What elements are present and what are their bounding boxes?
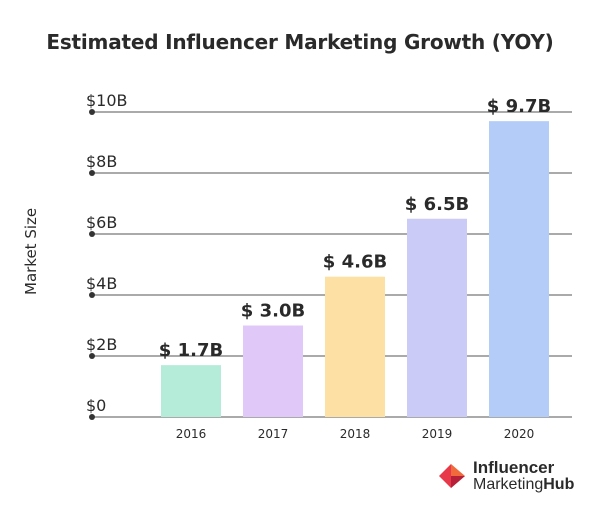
- chart-title: Estimated Influencer Marketing Growth (Y…: [46, 30, 554, 54]
- bar: [243, 325, 303, 417]
- y-tick-label: $6B: [86, 213, 117, 232]
- y-tick-label: $2B: [86, 335, 117, 354]
- y-tick-label: $0: [86, 396, 106, 415]
- bar: [161, 365, 221, 417]
- y-tick-label: $10B: [86, 91, 128, 110]
- grid-dot: [89, 414, 95, 420]
- grid-dot: [89, 109, 95, 115]
- x-tick-labels: 2016 2017 2018 2019 2020: [176, 427, 535, 441]
- bar-value-label: $ 4.6B: [323, 252, 387, 273]
- grid-dot: [89, 292, 95, 298]
- bar-value-label: $ 3.0B: [241, 301, 305, 322]
- bar: [407, 218, 467, 417]
- grid-dot: [89, 353, 95, 359]
- bar: [489, 121, 549, 418]
- y-tick-labels: $0 $2B $4B $6B $8B $10B: [86, 91, 128, 415]
- x-tick-label: 2019: [422, 427, 453, 441]
- bar-value-labels: $ 1.7B $ 3.0B $ 4.6B $ 6.5B $ 9.7B: [159, 96, 551, 361]
- grid-dot: [89, 170, 95, 176]
- brand-name-line2: MarketingHub: [473, 476, 575, 493]
- y-tick-label: $8B: [86, 152, 117, 171]
- bar: [325, 276, 385, 417]
- x-tick-label: 2018: [340, 427, 371, 441]
- bar-value-label: $ 1.7B: [159, 340, 223, 361]
- grid-dot: [89, 231, 95, 237]
- x-tick-label: 2016: [176, 427, 207, 441]
- y-tick-label: $4B: [86, 274, 117, 293]
- bar-value-label: $ 9.7B: [487, 96, 551, 117]
- brand-logo: Influencer MarketingHub: [437, 458, 574, 494]
- x-tick-label: 2020: [504, 427, 535, 441]
- bar-value-label: $ 6.5B: [405, 194, 469, 215]
- logo-mark-icon: [439, 464, 465, 488]
- bars: [161, 121, 549, 418]
- brand-name-line1: Influencer: [473, 458, 555, 477]
- x-tick-label: 2017: [258, 427, 289, 441]
- y-axis-label: Market Size: [22, 207, 40, 295]
